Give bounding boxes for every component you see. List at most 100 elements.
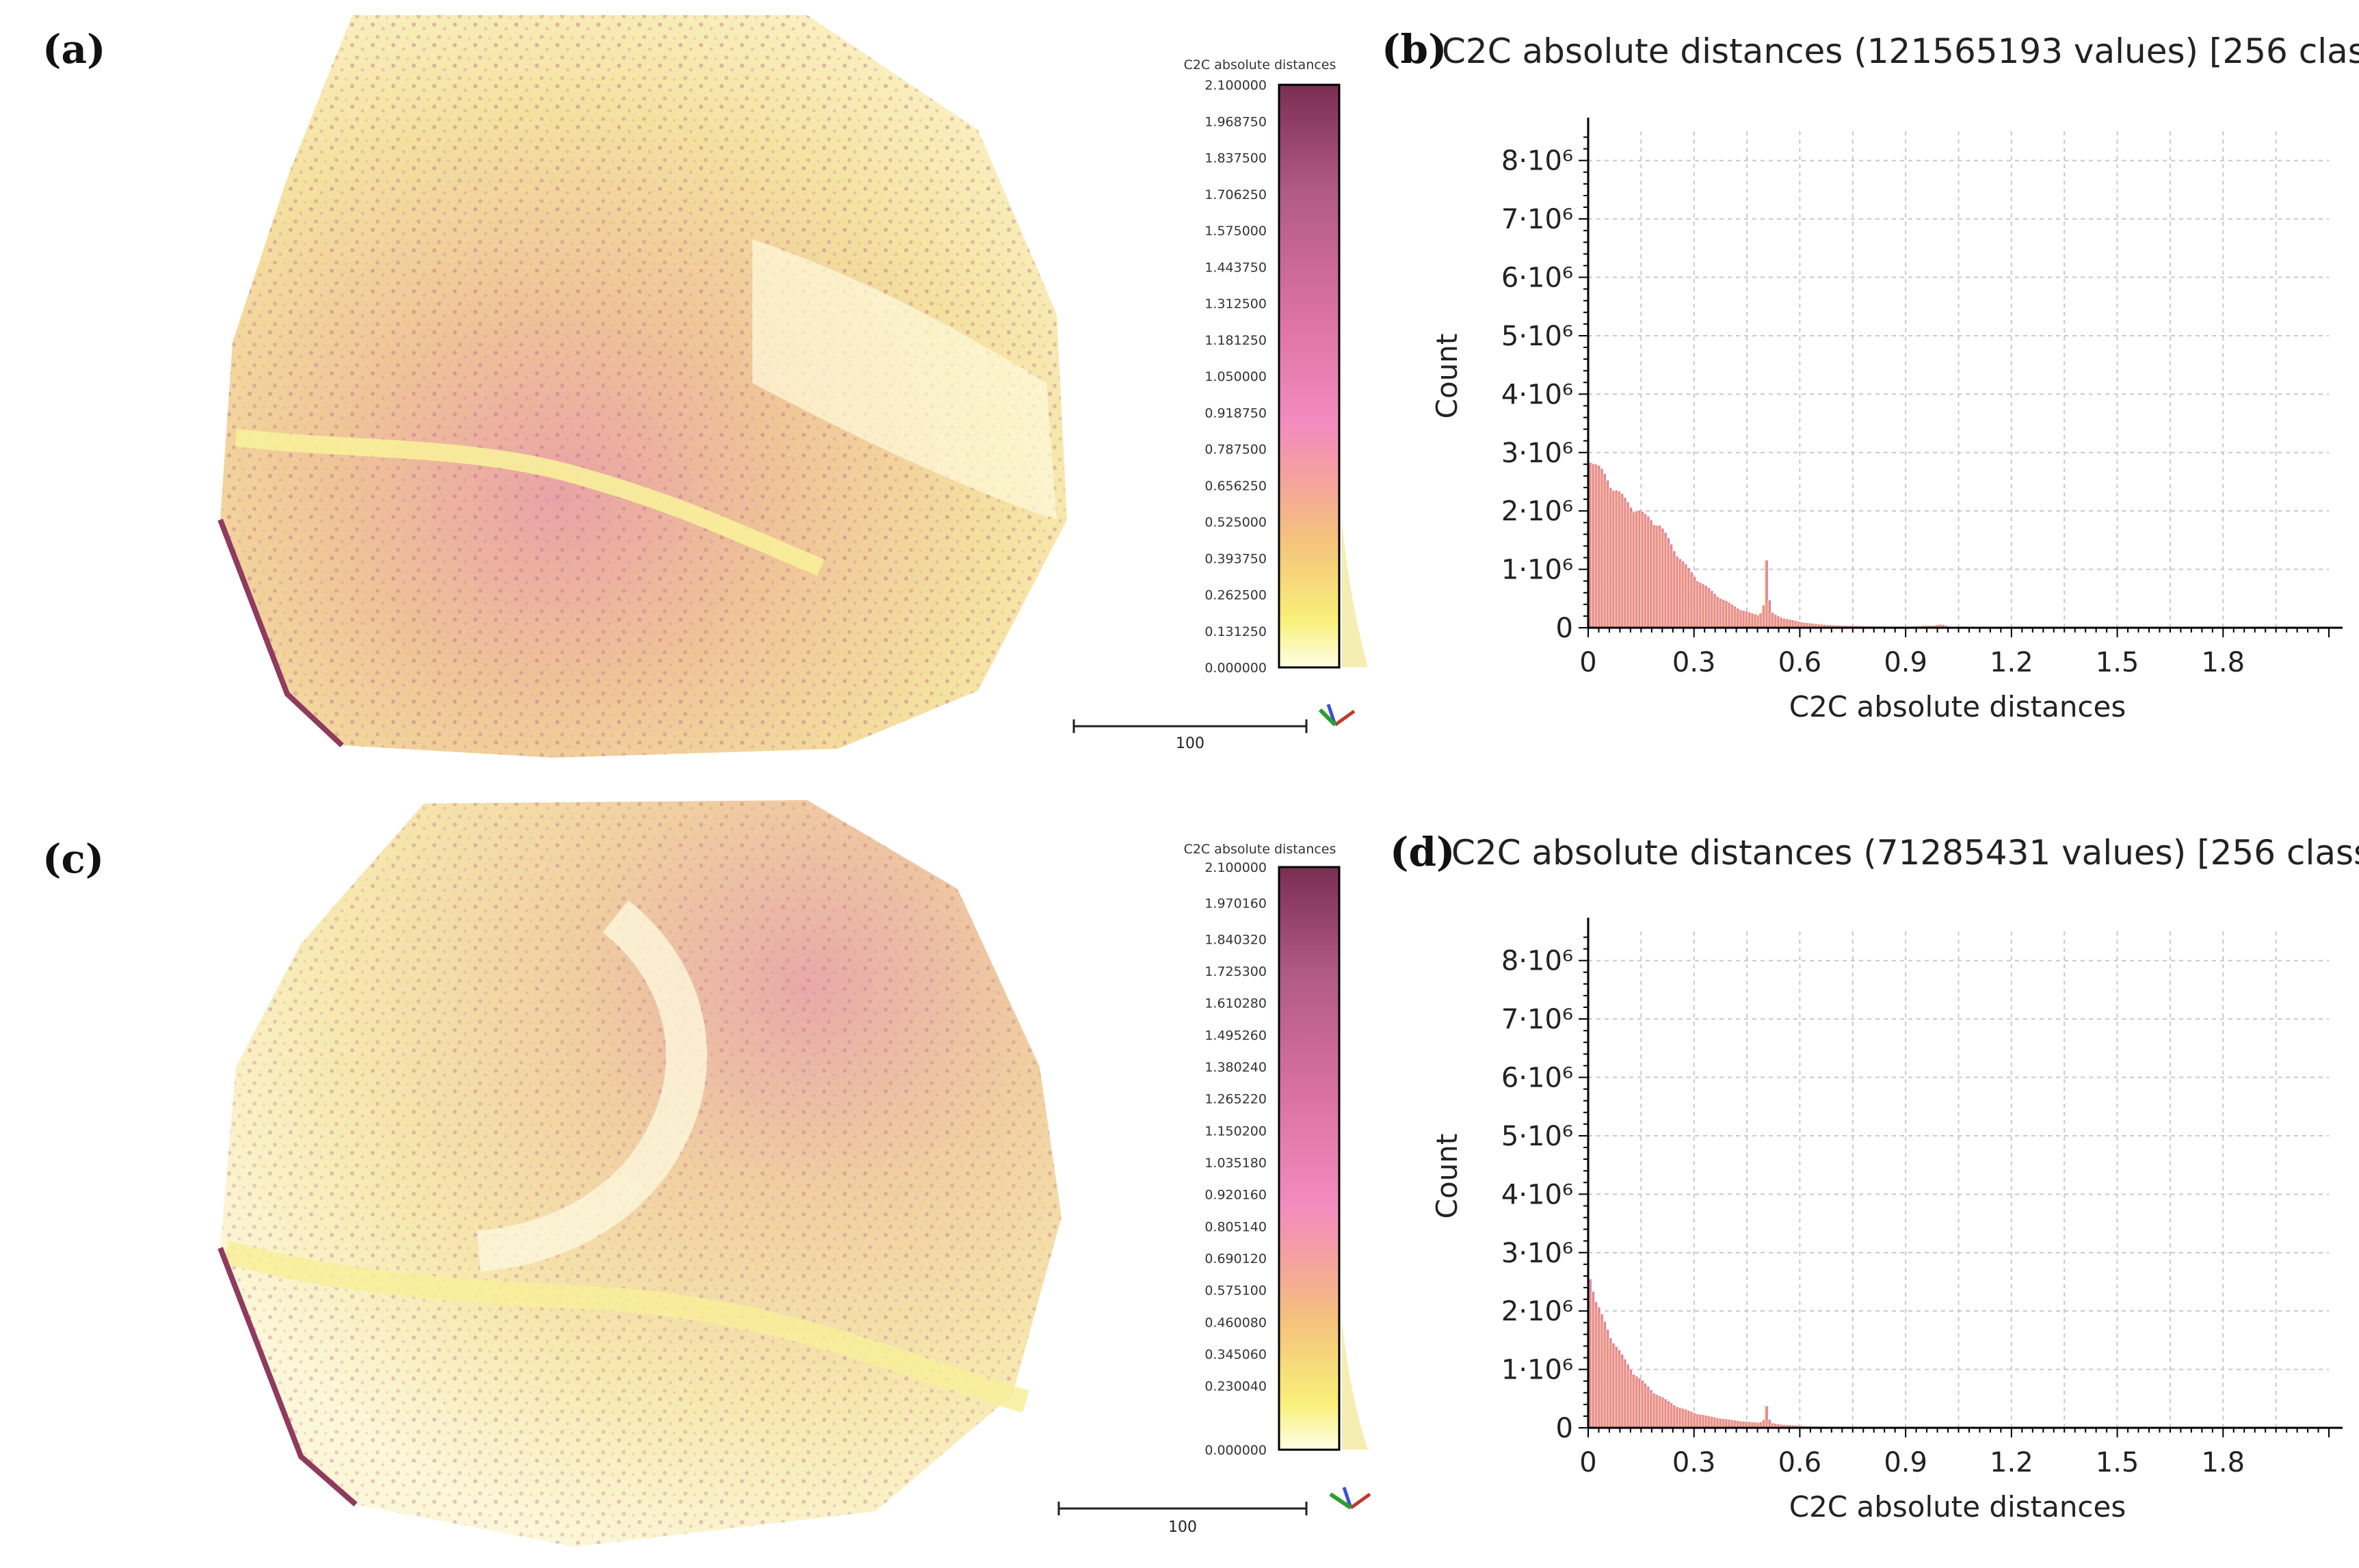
histogram-bar bbox=[1770, 613, 1774, 628]
colorbar-a: C2C absolute distances 2.100000 1.968750 1… bbox=[1184, 57, 1368, 676]
x-tick-label: 0 bbox=[1579, 1447, 1596, 1478]
histogram-bar bbox=[1709, 591, 1713, 628]
histogram-bar bbox=[1605, 1329, 1609, 1428]
histogram-bar bbox=[1730, 604, 1734, 628]
histogram-bar bbox=[1712, 1417, 1716, 1428]
histogram-bar bbox=[1700, 1415, 1704, 1428]
x-tick-label: 1.8 bbox=[2201, 647, 2245, 678]
colorbar-tick-label: 1.181250 bbox=[1204, 333, 1267, 348]
histogram-bar bbox=[1591, 1291, 1595, 1428]
colorbar-tick-label: 1.968750 bbox=[1204, 114, 1267, 129]
histogram-bar bbox=[1764, 1406, 1768, 1428]
colorbar-tick-label: 0.262500 bbox=[1204, 588, 1267, 603]
panel-label-a: (a) bbox=[42, 26, 105, 72]
colorbar-tick-label: 2.100000 bbox=[1204, 860, 1267, 875]
histogram-bar bbox=[1692, 1413, 1696, 1428]
histogram-bar bbox=[1831, 625, 1835, 628]
histogram-bar bbox=[1629, 1370, 1633, 1428]
y-axis-title-d: Count bbox=[1430, 1134, 1464, 1219]
histogram-bar bbox=[1700, 584, 1704, 628]
histogram-bar bbox=[1629, 507, 1633, 628]
y-tick-label: 2·10⁶ bbox=[1501, 496, 1573, 527]
colorbar-tick-label: 1.035180 bbox=[1204, 1156, 1267, 1171]
histogram-bar bbox=[1726, 602, 1730, 628]
histogram-bar bbox=[1648, 520, 1652, 628]
histogram-bar bbox=[1637, 1378, 1641, 1428]
x-tick-label: 1.2 bbox=[1990, 647, 2033, 678]
y-tick-label: 1·10⁶ bbox=[1501, 1355, 1573, 1386]
histogram-bar bbox=[1674, 556, 1678, 628]
histogram-bar bbox=[1683, 1409, 1687, 1428]
histogram-bar bbox=[1617, 1350, 1621, 1428]
histogram-bar bbox=[1695, 581, 1699, 628]
histogram-bar bbox=[1718, 598, 1722, 628]
histogram-bar bbox=[1758, 1422, 1763, 1428]
histogram-bar bbox=[1744, 611, 1748, 628]
histogram-bar bbox=[1784, 619, 1789, 628]
histogram-bar bbox=[1730, 1420, 1734, 1428]
y-tick-label: 8·10⁶ bbox=[1501, 946, 1573, 977]
histogram-bar bbox=[1709, 1416, 1713, 1428]
colorbar-tick-label: 0.393750 bbox=[1204, 551, 1267, 566]
y-axis-title-b: Count bbox=[1430, 334, 1464, 419]
panel-label-b: (b) bbox=[1382, 26, 1447, 72]
colorbar-title-c: C2C absolute distances bbox=[1184, 842, 1336, 857]
colorbar-tick-label: 1.150200 bbox=[1204, 1124, 1267, 1139]
scale-bar-a: 100 bbox=[1072, 719, 1308, 752]
histogram-bar bbox=[1657, 525, 1661, 628]
colorbar-tick-label: 1.495260 bbox=[1204, 1028, 1267, 1043]
histogram-bar bbox=[1634, 511, 1638, 628]
histogram-bar bbox=[1721, 1418, 1725, 1428]
axis-triad-icon bbox=[1318, 704, 1356, 727]
histogram-bar bbox=[1672, 1405, 1676, 1428]
histogram-bar bbox=[1787, 620, 1791, 628]
histogram-bar bbox=[1588, 462, 1592, 628]
histogram-bar bbox=[1796, 621, 1800, 628]
colorbar-tick-label: 0.920160 bbox=[1204, 1188, 1267, 1203]
colorbar-tick-label: 0.230040 bbox=[1204, 1379, 1267, 1394]
point-cloud-map-c bbox=[218, 800, 1062, 1547]
colorbar-tick-label: 1.575000 bbox=[1204, 224, 1267, 239]
x-tick-label: 0 bbox=[1579, 647, 1596, 678]
colorbar-tick-label: 1.312500 bbox=[1204, 297, 1267, 312]
colorbar-tick-label: 1.706250 bbox=[1204, 187, 1267, 202]
histogram-bar bbox=[1828, 625, 1832, 628]
histogram-bar bbox=[1692, 576, 1696, 628]
histogram-bar bbox=[1706, 588, 1711, 628]
histogram-b: (b) C2C absolute distances (121565193 va… bbox=[1382, 26, 2359, 723]
histogram-bar bbox=[1715, 1418, 1719, 1428]
colorbar-ramp-c bbox=[1278, 866, 1341, 1451]
colorbar-ramp-a bbox=[1278, 83, 1341, 669]
histogram-bar bbox=[1603, 1321, 1606, 1428]
histogram-bar bbox=[1756, 615, 1760, 628]
y-tick-label: 0 bbox=[1556, 613, 1573, 644]
y-tick-label: 4·10⁶ bbox=[1501, 379, 1573, 410]
histogram-bar bbox=[1625, 502, 1629, 628]
histogram-bar bbox=[1753, 1422, 1756, 1428]
histogram-bar bbox=[1655, 525, 1659, 628]
histogram-bar bbox=[1741, 1421, 1745, 1428]
histogram-bar bbox=[1764, 560, 1768, 628]
histogram-bar bbox=[1724, 1419, 1728, 1428]
y-tick-label: 7·10⁶ bbox=[1501, 1004, 1573, 1035]
histogram-bar bbox=[1655, 1394, 1659, 1428]
histogram-bar bbox=[1686, 1410, 1690, 1428]
y-tick-label: 5·10⁶ bbox=[1501, 1121, 1573, 1152]
x-tick-label: 0.3 bbox=[1672, 1447, 1716, 1478]
histogram-bar bbox=[1631, 512, 1635, 628]
axis-triad-icon bbox=[1329, 1487, 1371, 1510]
histogram-bar bbox=[1715, 596, 1719, 628]
x-axis-title-d: C2C absolute distances bbox=[1789, 1490, 2126, 1524]
y-tick-label: 6·10⁶ bbox=[1501, 1063, 1573, 1094]
histogram-bar bbox=[1594, 464, 1598, 628]
histogram-bar bbox=[1652, 524, 1655, 628]
y-tick-label: 4·10⁶ bbox=[1501, 1179, 1573, 1210]
histogram-bar bbox=[1744, 1422, 1748, 1428]
histogram-bar bbox=[1767, 1420, 1771, 1428]
histogram-bar bbox=[1802, 622, 1806, 628]
histogram-bar bbox=[1738, 610, 1742, 628]
histogram-bar bbox=[1726, 1419, 1730, 1428]
chart-title-b: C2C absolute distances (121565193 values… bbox=[1442, 31, 2359, 71]
histogram-bar bbox=[1603, 473, 1606, 628]
